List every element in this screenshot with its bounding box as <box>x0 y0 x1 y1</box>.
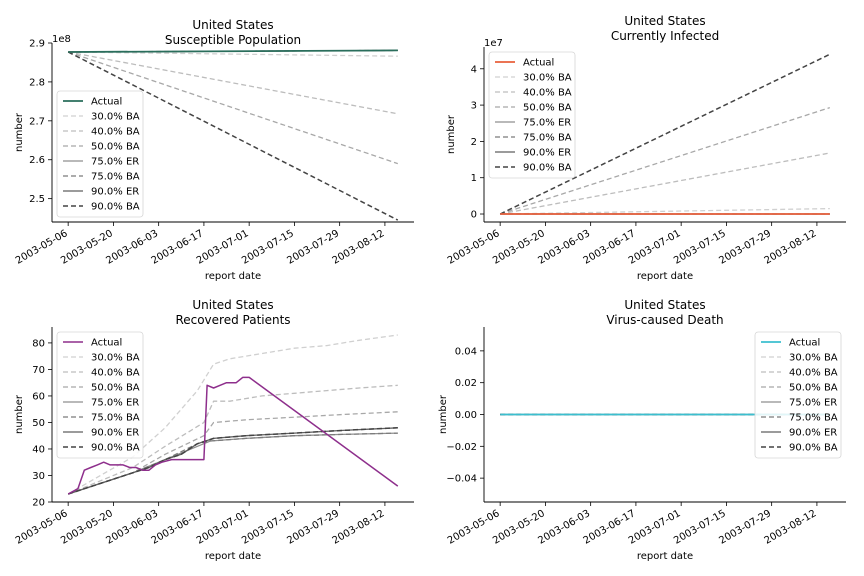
x-axis-label: report date <box>205 551 261 562</box>
y-tick-label: 2.6 <box>29 155 45 166</box>
y-tick-label: 50 <box>32 418 45 429</box>
y-tick-label: −0.04 <box>446 474 477 485</box>
legend-frame <box>56 90 144 218</box>
y-tick-label: 3 <box>471 101 477 112</box>
y-tick-label: 0.00 <box>455 410 477 421</box>
series-line-30-0-ba <box>68 51 398 57</box>
y-axis-label: number <box>14 394 25 434</box>
y-tick-label: 30 <box>32 471 45 482</box>
legend-label: 50.0% BA <box>523 103 572 114</box>
legend-frame <box>754 331 842 459</box>
legend-label: 40.0% BA <box>91 368 140 379</box>
axis-offset-label: 1e8 <box>52 34 71 45</box>
x-axis-label: report date <box>637 271 693 282</box>
y-tick-label: 40 <box>32 444 45 455</box>
y-tick-label: 0.04 <box>455 346 477 357</box>
legend-label: 90.0% ER <box>91 187 139 198</box>
chart-subtitle: Currently Infected <box>611 29 719 43</box>
y-tick-label: 1 <box>471 173 477 184</box>
legend-label: 75.0% BA <box>91 413 140 424</box>
y-tick-label: 2.5 <box>29 194 45 205</box>
legend-label: 75.0% ER <box>91 398 139 409</box>
legend-label: 40.0% BA <box>789 368 838 379</box>
y-tick-label: 2 <box>471 137 477 148</box>
chart-title: United States <box>192 298 273 312</box>
legend-label: 90.0% ER <box>91 428 139 439</box>
legend-label: 50.0% BA <box>789 383 838 394</box>
y-tick-label: 0.02 <box>455 378 477 389</box>
legend-label: Actual <box>523 58 554 69</box>
legend-label: 75.0% BA <box>789 413 838 424</box>
chart-subtitle: Recovered Patients <box>175 313 290 327</box>
legend-label: 40.0% BA <box>91 127 140 138</box>
legend-label: 75.0% BA <box>523 133 572 144</box>
legend-label: 30.0% BA <box>91 353 140 364</box>
legend-label: 50.0% BA <box>91 383 140 394</box>
x-axis-label: report date <box>637 551 693 562</box>
y-tick-label: 20 <box>32 498 45 509</box>
legend-label: 40.0% BA <box>523 88 572 99</box>
series-line-90-0-ba <box>499 53 831 215</box>
legend-label: Actual <box>91 338 122 349</box>
legend: Actual 30.0% BA 40.0% BA 50.0% BA 75.0% ER 75… <box>56 331 144 459</box>
y-axis-label: number <box>438 394 449 434</box>
chart-subtitle: Virus-caused Death <box>606 313 723 327</box>
legend-label: 30.0% BA <box>789 353 838 364</box>
y-tick-label: 70 <box>32 365 45 376</box>
series-line-50-0-ba <box>500 106 830 215</box>
legend-label: 90.0% ER <box>523 148 571 159</box>
legend-label: 90.0% BA <box>91 443 140 454</box>
chart-subtitle: Susceptible Population <box>165 33 301 47</box>
series-line-90-0-ba <box>67 427 398 495</box>
axis-offset-label: 1e7 <box>484 38 503 49</box>
y-axis-label: number <box>14 112 25 152</box>
series-line-90-0-ba <box>67 51 399 221</box>
legend-label: 90.0% BA <box>789 443 838 454</box>
y-tick-label: −0.02 <box>446 442 477 453</box>
chart-title: United States <box>624 298 705 312</box>
legend-label: 75.0% ER <box>523 118 571 129</box>
y-tick-label: 0 <box>471 210 477 221</box>
legend-label: 90.0% ER <box>789 428 837 439</box>
legend-label: 75.0% ER <box>91 157 139 168</box>
chart-title: United States <box>192 18 273 32</box>
series-line-30-0-ba <box>67 334 398 495</box>
chart-title: United States <box>624 14 705 28</box>
legend-label: 90.0% BA <box>523 163 572 174</box>
series-line-50-0-ba <box>67 51 399 165</box>
legend-frame <box>56 331 144 459</box>
y-axis-label: number <box>446 114 457 154</box>
legend-label: 75.0% BA <box>91 172 140 183</box>
series-line-actual <box>67 376 399 495</box>
legend-label: 30.0% BA <box>91 112 140 123</box>
legend-label: 75.0% ER <box>789 398 837 409</box>
series-line-30-0-ba <box>500 207 830 215</box>
legend-label: Actual <box>91 97 122 108</box>
legend-label: 30.0% BA <box>523 73 572 84</box>
series-line-40-0-ba <box>67 384 398 495</box>
y-tick-label: 60 <box>32 391 45 402</box>
legend-frame <box>488 51 576 179</box>
series-line-actual <box>68 49 398 53</box>
legend-label: 90.0% BA <box>91 202 140 213</box>
legend: Actual 30.0% BA 40.0% BA 50.0% BA 75.0% ER 75… <box>56 90 144 218</box>
y-tick-label: 80 <box>32 338 45 349</box>
legend: Actual 30.0% BA 40.0% BA 50.0% BA 75.0% ER 75… <box>488 51 576 179</box>
y-tick-label: 4 <box>471 64 477 75</box>
x-axis-label: report date <box>205 271 261 282</box>
legend-label: Actual <box>789 338 820 349</box>
y-tick-label: 2.8 <box>29 77 45 88</box>
legend: Actual 30.0% BA 40.0% BA 50.0% BA 75.0% ER 75… <box>754 331 842 459</box>
legend-label: 50.0% BA <box>91 142 140 153</box>
y-tick-label: 2.7 <box>29 116 45 127</box>
y-tick-label: 2.9 <box>29 39 45 50</box>
